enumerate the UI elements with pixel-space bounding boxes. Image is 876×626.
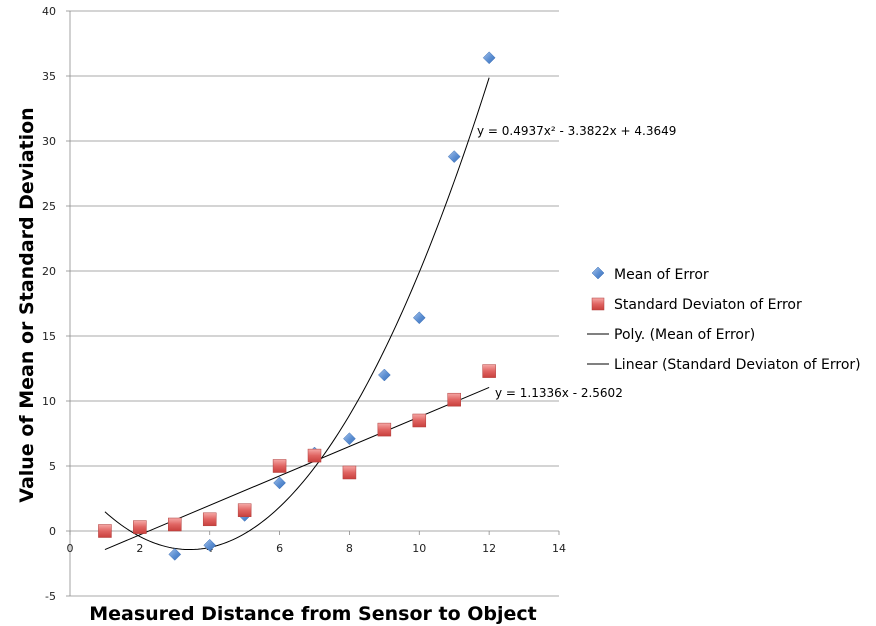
mean-point xyxy=(343,432,356,446)
legend-label-stddev: Standard Deviaton of Error xyxy=(614,297,802,313)
stddev-point xyxy=(307,448,322,463)
y-tick-label: 0 xyxy=(49,525,56,538)
poly-trendline xyxy=(104,77,490,551)
trendline-equations: y = 0.4937x² - 3.3822x + 4.3649 y = 1.13… xyxy=(477,124,676,400)
data-points xyxy=(98,51,496,561)
stddev-point xyxy=(482,364,496,378)
x-axis-title: Measured Distance from Sensor to Object xyxy=(89,603,537,625)
stddev-point xyxy=(98,524,112,538)
poly-equation-label: y = 0.4937x² - 3.3822x + 4.3649 xyxy=(477,124,676,138)
stddev-point xyxy=(133,520,147,534)
linear-trendline xyxy=(104,386,490,551)
stddev-point xyxy=(412,413,427,428)
gridlines xyxy=(70,10,559,597)
y-tick-label: 15 xyxy=(42,330,56,343)
stddev-point xyxy=(202,512,217,527)
x-tick-label: 14 xyxy=(552,542,566,555)
stddev-point xyxy=(272,459,287,473)
legend-label-mean: Mean of Error xyxy=(614,267,709,283)
y-tick-label: 20 xyxy=(42,265,56,278)
legend-label-poly: Poly. (Mean of Error) xyxy=(614,327,755,343)
axes xyxy=(66,10,560,597)
x-tick-label: 10 xyxy=(412,542,426,555)
y-axis-title: Value of Mean or Standard Deviation xyxy=(16,107,38,502)
trendlines xyxy=(104,77,490,551)
y-tick-label: 5 xyxy=(49,460,56,473)
mean-point xyxy=(482,51,496,65)
stddev-point xyxy=(447,392,461,407)
mean-point xyxy=(203,538,217,552)
x-tick-label: 8 xyxy=(346,542,353,555)
stddev-point xyxy=(377,422,392,437)
x-tick-label: 6 xyxy=(276,542,283,555)
stddev-point xyxy=(237,503,252,517)
mean-point xyxy=(447,150,461,163)
y-tick-label: 40 xyxy=(42,5,56,18)
y-tick-label: 30 xyxy=(42,135,56,148)
linear-equation-label: y = 1.1336x - 2.5602 xyxy=(495,386,623,400)
legend: Mean of Error Standard Deviaton of Error… xyxy=(587,266,861,373)
mean-point xyxy=(378,368,391,382)
legend-marker-mean xyxy=(591,266,605,280)
mean-point xyxy=(412,311,426,325)
stddev-point xyxy=(342,465,357,480)
x-tick-label: 12 xyxy=(482,542,496,555)
y-tick-label: 35 xyxy=(42,70,56,83)
tick-labels: -5051015202530354002468101214 xyxy=(42,5,566,603)
y-tick-label: 25 xyxy=(42,200,56,213)
y-tick-label: -5 xyxy=(45,590,56,603)
y-tick-label: 10 xyxy=(42,395,56,408)
mean-point xyxy=(168,548,182,561)
x-tick-label: 2 xyxy=(136,542,143,555)
legend-marker-stddev xyxy=(591,297,605,311)
mean-point xyxy=(273,476,286,490)
stddev-point xyxy=(168,517,182,532)
x-tick-label: 0 xyxy=(67,542,74,555)
legend-label-linear: Linear (Standard Deviaton of Error) xyxy=(614,357,861,373)
